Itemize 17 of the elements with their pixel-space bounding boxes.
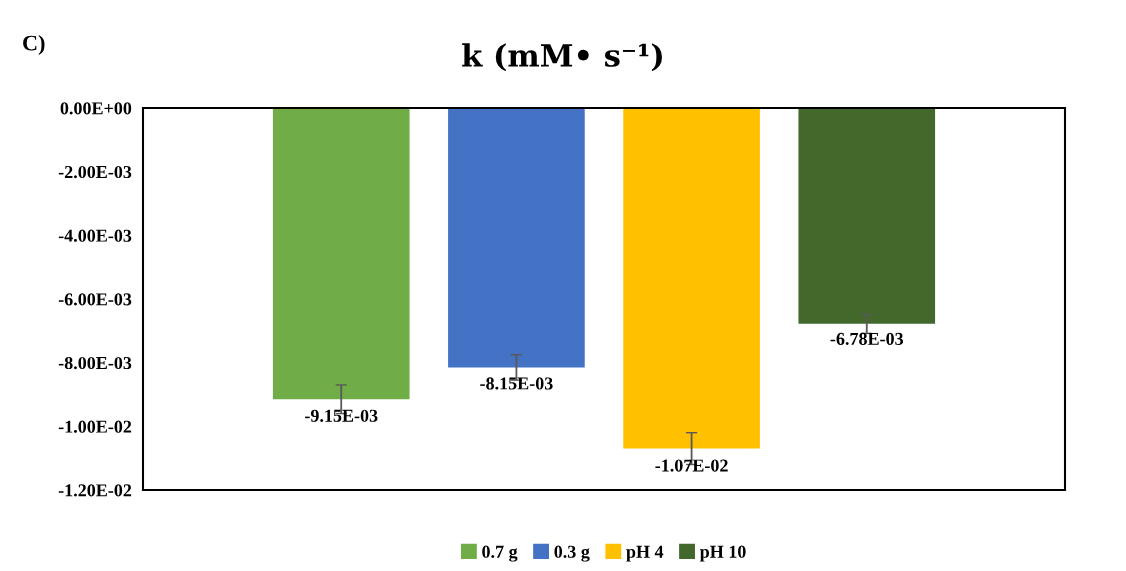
legend-label: pH 10 — [699, 545, 746, 562]
data-label: -6.78E-03 — [830, 332, 904, 346]
data-label: -9.15E-03 — [305, 409, 378, 422]
legend-label: pH 4 — [626, 545, 664, 562]
y-tick-label: -2.00E-03 — [58, 165, 132, 179]
text: C) — [23, 34, 45, 56]
y-tick-label: -6.00E-03 — [58, 293, 132, 306]
data-label: -1.07E-02 — [655, 459, 728, 472]
data-label: -8.15E-03 — [480, 377, 553, 390]
y-tick-label: -4.00E-03 — [58, 229, 132, 242]
legend-label: 0.3 g — [554, 545, 590, 562]
y-tick-label: 0.00E+00 — [60, 102, 132, 115]
y-tick-label: -8.00E-03 — [58, 356, 132, 370]
legend-label: 0.7 g — [482, 545, 518, 562]
y-tick-label: -1.20E-02 — [58, 484, 132, 497]
chart-title: k (mM• s⁻¹) — [462, 43, 662, 72]
y-tick-label: -1.00E-02 — [58, 420, 132, 433]
